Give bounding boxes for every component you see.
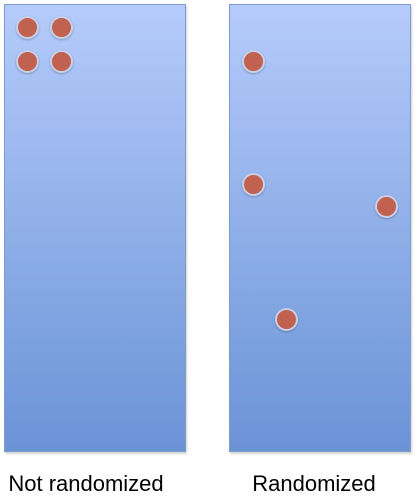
subject-dot [274, 307, 298, 331]
randomized-caption: Randomized [252, 471, 376, 496]
subject-dot [15, 15, 39, 39]
subject-dot [374, 194, 398, 218]
subject-dot [241, 172, 265, 196]
randomized-panel [229, 4, 411, 452]
not-randomized-panel [4, 4, 186, 452]
subject-dot [15, 49, 39, 73]
not-randomized-caption: Not randomized [8, 471, 164, 496]
subject-dot [49, 49, 73, 73]
subject-dot [241, 49, 265, 73]
subject-dot [49, 15, 73, 39]
